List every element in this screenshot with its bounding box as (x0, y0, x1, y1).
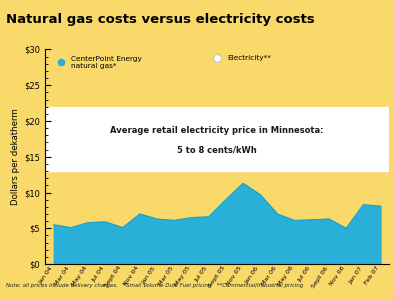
Text: Note: all prices include delivery charges.   *Small Volume Dual Fuel pricing   *: Note: all prices include delivery charge… (6, 283, 303, 288)
Text: Average retail electricity price in Minnesota:: Average retail electricity price in Minn… (110, 126, 324, 135)
Text: Natural gas costs versus electricity costs: Natural gas costs versus electricity cos… (6, 13, 315, 26)
Text: Electricity**: Electricity** (228, 55, 271, 61)
Text: 5 to 8 cents/kWh: 5 to 8 cents/kWh (177, 145, 257, 154)
Y-axis label: Dollars per dekatherm: Dollars per dekatherm (11, 108, 20, 205)
Bar (45, 107, 389, 171)
Text: CenterPoint Energy
natural gas*: CenterPoint Energy natural gas* (71, 56, 142, 69)
